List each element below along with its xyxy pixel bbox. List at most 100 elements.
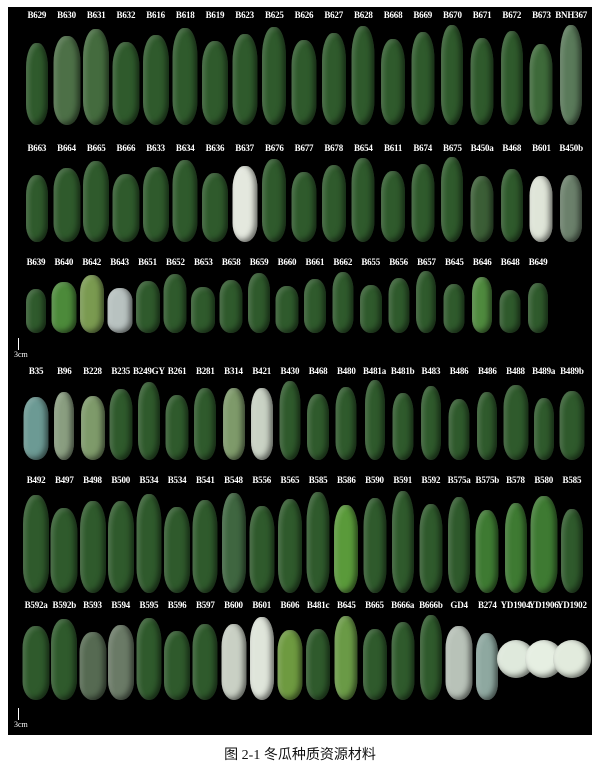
accession-label: B627 <box>324 10 344 20</box>
winter-melon-fruit <box>529 44 553 125</box>
winter-melon-fruit <box>136 618 162 700</box>
accession-label: B674 <box>413 143 433 153</box>
accession-label: B668 <box>383 10 403 20</box>
accession-label: B586 <box>336 475 356 485</box>
accession-label: B450a <box>470 143 494 153</box>
accession-label: B481c <box>306 600 330 610</box>
accession-label: B631 <box>86 10 106 20</box>
accession-label: B665 <box>365 600 384 610</box>
winter-melon-fruit <box>530 496 558 593</box>
winter-melon-fruit <box>221 493 246 593</box>
winter-melon-fruit <box>470 38 494 125</box>
accession-label: B489a <box>532 366 556 376</box>
winter-melon-fruit <box>291 172 317 242</box>
accession-label: B486 <box>477 366 497 376</box>
winter-melon-fruit <box>232 166 258 242</box>
winter-melon-fruit <box>445 626 473 700</box>
accession-label: B556 <box>252 475 272 485</box>
winter-melon-fruit <box>79 501 106 593</box>
winter-melon-fruit <box>363 498 386 593</box>
winter-melon-fruit <box>23 495 50 593</box>
accession-label: B421 <box>252 366 272 376</box>
winter-melon-fruit <box>416 271 437 333</box>
accession-label: B645 <box>445 257 464 267</box>
accession-label: B673 <box>532 10 551 20</box>
winter-melon-fruit <box>172 160 198 242</box>
accession-label: B534 <box>167 475 187 485</box>
winter-melon-fruit <box>351 158 375 242</box>
winter-melon-fruit <box>504 503 527 593</box>
winter-melon-fruit <box>503 385 528 460</box>
winter-melon-fruit <box>165 395 189 460</box>
accession-label: B575a <box>447 475 471 485</box>
winter-melon-fruit <box>22 626 50 700</box>
winter-melon-fruit <box>334 505 359 593</box>
accession-label: B585 <box>562 475 582 485</box>
winter-melon-fruit <box>321 33 346 125</box>
accession-label: B670 <box>443 10 462 20</box>
winter-melon-fruit <box>477 392 498 460</box>
winter-melon-fruit <box>392 393 414 460</box>
winter-melon-fruit <box>262 27 287 125</box>
winter-melon-fruit <box>381 39 406 125</box>
winter-melon-fruit <box>250 388 273 460</box>
accession-label: B468 <box>502 143 522 153</box>
accession-label: B486 <box>449 366 469 376</box>
winter-melon-fruit <box>222 388 245 460</box>
accession-label: B662 <box>333 257 353 267</box>
winter-melon-fruit <box>291 40 317 125</box>
winter-melon-fruit <box>136 494 162 593</box>
winter-melon-fruit <box>142 167 169 242</box>
accession-label: B666b <box>419 600 443 610</box>
accession-label: B601 <box>532 143 551 153</box>
winter-melon-fruit <box>388 278 410 333</box>
accession-label: B666a <box>391 600 415 610</box>
accession-label: B625 <box>264 10 284 20</box>
winter-melon-fruit <box>332 272 354 333</box>
winter-melon-fruit <box>109 389 133 460</box>
accession-label: B235 <box>111 366 131 376</box>
winter-melon-fruit <box>107 501 134 593</box>
winter-melon-fruit <box>221 624 246 700</box>
accession-label: B611 <box>383 143 403 153</box>
accession-label: B497 <box>54 475 74 485</box>
accession-label: B481a <box>362 366 387 376</box>
winter-melon-fruit <box>232 34 258 125</box>
accession-label: B585 <box>308 475 328 485</box>
winter-melon-fruit <box>194 388 217 460</box>
accession-label: B664 <box>57 143 76 153</box>
accession-label: GD4 <box>450 600 468 610</box>
accession-label: B468 <box>308 366 328 376</box>
accession-label: B623 <box>235 10 254 20</box>
winter-melon-fruit <box>351 26 375 125</box>
accession-label: BNH367 <box>555 10 588 20</box>
accession-label: B534 <box>139 475 159 485</box>
winter-melon-fruit <box>411 32 435 125</box>
winter-melon-fruit <box>359 285 382 333</box>
winter-melon-fruit <box>306 492 330 593</box>
winter-melon-fruit <box>249 617 274 700</box>
winter-melon-fruit <box>362 629 387 700</box>
winter-melon-fruit <box>277 630 303 700</box>
accession-label: B645 <box>336 600 356 610</box>
winter-melon-fruit <box>364 380 385 460</box>
accession-label: B541 <box>195 475 215 485</box>
winter-melon-fruit <box>83 161 110 242</box>
winter-melon-fruit <box>470 176 494 242</box>
accession-label: B648 <box>500 257 520 267</box>
winter-melon-fruit <box>419 504 443 593</box>
winter-melon-fruit <box>560 509 583 593</box>
accession-label: B643 <box>110 257 129 267</box>
winter-melon-fruit <box>560 25 583 125</box>
accession-label: B637 <box>235 143 254 153</box>
accession-label: B590 <box>365 475 384 485</box>
accession-label: B663 <box>27 143 47 153</box>
winter-melon-fruit <box>79 632 106 700</box>
winter-melon-fruit <box>528 283 549 333</box>
accession-label: B618 <box>175 10 195 20</box>
winter-melon-fruit <box>25 289 46 333</box>
scale-bar-2: 3cm <box>14 708 28 729</box>
winter-melon-fruit <box>80 396 105 460</box>
winter-melon-fruit <box>83 29 110 125</box>
accession-label: B592b <box>52 600 77 610</box>
